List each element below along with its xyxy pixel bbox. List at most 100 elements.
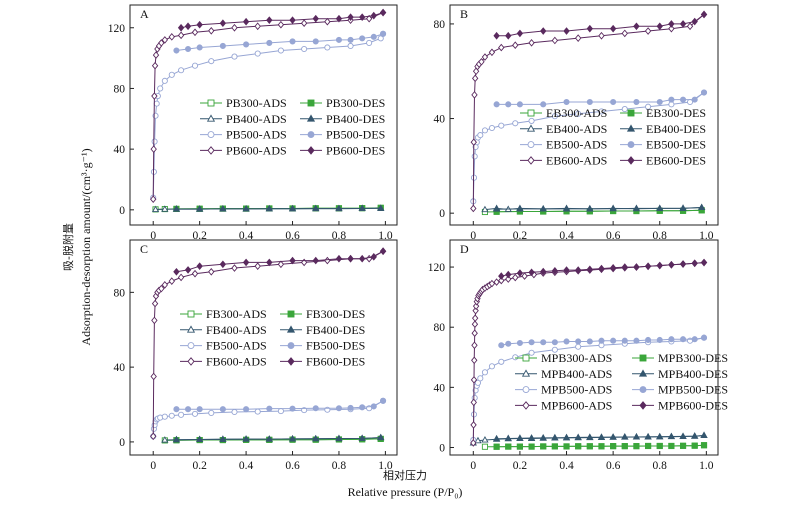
data-point <box>358 13 366 21</box>
data-point <box>656 336 663 344</box>
legend-item: FB600-DES <box>280 354 365 368</box>
panels-group: A 0 0.2 0.4 0.6 0.8 1.0 0 40 80 120 PB300-ADS PB400-… <box>108 4 728 472</box>
legend-label: FB400-DES <box>306 323 365 337</box>
data-point <box>481 369 489 376</box>
legend-label: PB300-DES <box>326 96 385 110</box>
data-point <box>598 443 605 450</box>
data-point <box>168 277 175 285</box>
data-point <box>219 260 227 269</box>
legend-item: PB600-ADS <box>200 143 287 157</box>
data-point <box>347 42 354 50</box>
legend-label: PB400-ADS <box>226 112 287 126</box>
data-point <box>277 20 285 29</box>
data-point <box>632 204 641 211</box>
y-tick-label: 0 <box>119 437 125 449</box>
data-point <box>540 101 547 108</box>
legend-item: PB500-ADS <box>200 128 287 142</box>
data-point <box>498 272 505 280</box>
series-mpb300-des <box>493 442 708 450</box>
y-tick-label: 120 <box>108 23 126 35</box>
data-point <box>312 405 319 412</box>
x-tick-label: 1.0 <box>378 230 393 242</box>
data-point <box>679 96 687 103</box>
legend-marker <box>187 357 195 366</box>
data-point <box>488 363 495 370</box>
data-point <box>379 8 387 17</box>
data-point <box>597 433 606 440</box>
data-point <box>679 336 687 343</box>
data-point <box>512 41 519 50</box>
data-point <box>493 31 500 40</box>
data-point <box>242 17 250 26</box>
legend-label: MPB600-ADS <box>541 398 612 412</box>
panel-label: D <box>460 242 469 256</box>
x-tick-label: 0.2 <box>513 460 528 472</box>
data-point <box>700 258 708 267</box>
data-point <box>481 53 489 61</box>
data-point <box>312 14 319 23</box>
legend-item: MPB400-DES <box>632 367 728 381</box>
data-point <box>277 408 284 415</box>
data-point <box>470 376 478 384</box>
data-point <box>358 254 366 263</box>
legend-item: PB300-DES <box>300 96 385 110</box>
data-point <box>505 31 512 40</box>
data-point <box>492 434 501 442</box>
data-point <box>700 89 708 96</box>
data-point <box>512 120 519 127</box>
data-point <box>335 434 343 442</box>
series-eb600-ads <box>470 10 708 213</box>
legend-label: EB500-DES <box>646 138 706 152</box>
data-point <box>208 409 215 416</box>
data-point <box>668 336 675 343</box>
data-point <box>178 411 185 418</box>
data-point <box>528 117 535 124</box>
legend: MPB300-ADS MPB400-ADS MPB500-ADSMPB600-ADS… <box>515 351 728 412</box>
data-point <box>335 254 343 263</box>
data-point <box>516 29 524 38</box>
data-point <box>562 205 571 212</box>
data-point <box>208 26 215 35</box>
y-tick-label: 40 <box>434 382 446 394</box>
data-point <box>528 339 535 346</box>
data-point <box>586 338 593 345</box>
data-point <box>150 195 157 204</box>
data-point <box>516 269 524 277</box>
data-point <box>540 443 547 450</box>
legend-marker <box>287 342 295 350</box>
data-point <box>172 435 181 443</box>
data-point <box>609 263 617 272</box>
data-point <box>498 358 505 365</box>
data-point <box>335 36 343 43</box>
data-point <box>505 270 512 279</box>
data-point <box>312 204 320 212</box>
data-point <box>563 338 570 345</box>
plot-frame <box>449 4 719 226</box>
x-tick-label: 0 <box>150 460 156 472</box>
data-point <box>645 336 652 344</box>
data-point <box>488 48 496 57</box>
data-point <box>301 45 308 53</box>
x-axis-label-en: Relative pressure (P/P₀) <box>348 485 463 499</box>
data-point <box>668 260 675 269</box>
legend-label: EB300-ADS <box>546 106 607 120</box>
data-point <box>366 39 373 46</box>
data-point <box>656 442 663 450</box>
data-point <box>153 100 160 107</box>
data-point <box>219 406 226 413</box>
series-fb600-des <box>173 247 387 276</box>
data-point <box>644 262 652 271</box>
series-fb400-des <box>172 433 385 443</box>
data-point <box>266 405 273 412</box>
data-point <box>335 204 343 212</box>
legend-marker <box>306 114 316 122</box>
data-point <box>679 442 687 449</box>
data-point <box>312 256 319 265</box>
data-point <box>191 269 199 278</box>
series-mpb600-des <box>498 258 708 280</box>
data-point <box>586 433 594 440</box>
data-point <box>493 443 500 450</box>
data-point <box>512 354 519 361</box>
series-pb600-des <box>177 8 387 32</box>
legend-label: FB400-ADS <box>206 323 267 337</box>
